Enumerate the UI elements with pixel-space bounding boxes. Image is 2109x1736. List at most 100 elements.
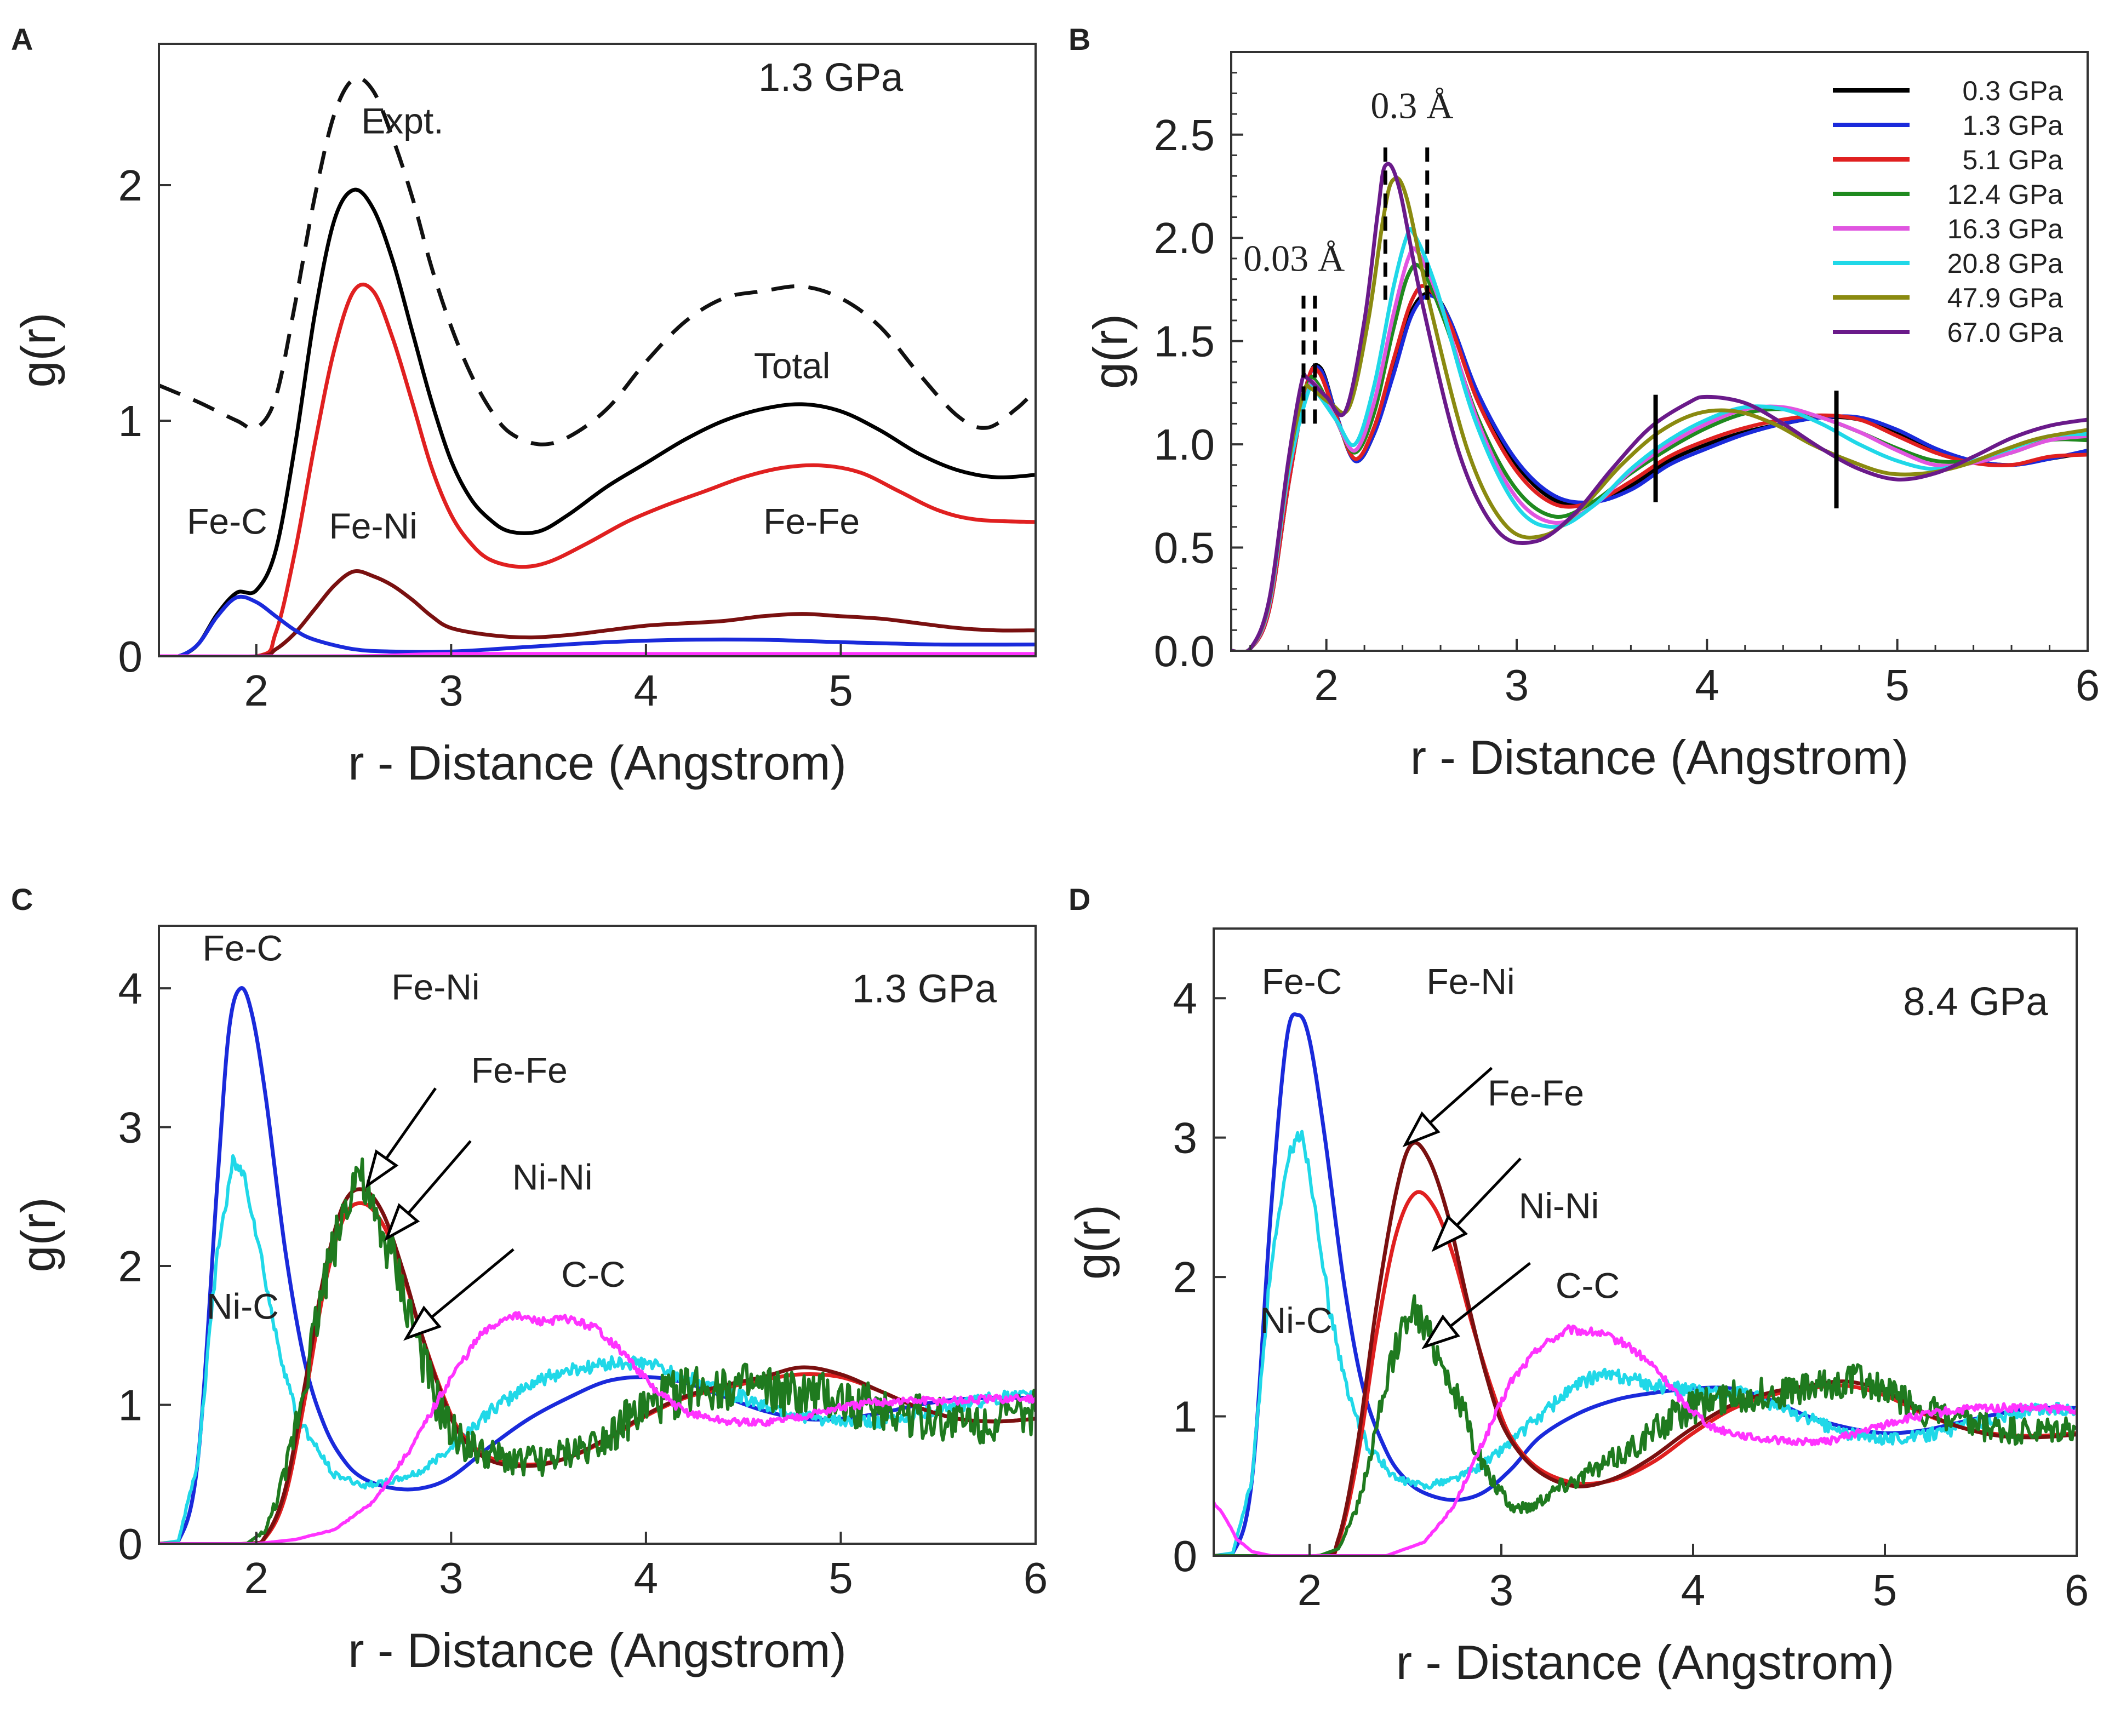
x-tick-label: 4: [634, 666, 659, 715]
pressure-annotation: 1.3 GPa: [852, 967, 997, 1011]
x-tick-label: 2: [244, 666, 269, 715]
y-tick-label: 1: [1173, 1393, 1198, 1441]
series-group: [159, 76, 1036, 656]
curve-label: Ni-C: [207, 1286, 279, 1326]
curve-label: Ni-Ni: [1519, 1185, 1599, 1226]
curve-label: Expt.: [361, 100, 443, 141]
x-tick-label: 6: [2065, 1566, 2089, 1614]
curve-label: Fe-Fe: [1488, 1073, 1584, 1113]
x-tick-label: 2: [1314, 661, 1339, 709]
x-axis-label: r - Distance (Angstrom): [1410, 730, 1909, 784]
arrow-head: [384, 1203, 420, 1241]
y-tick-label: 4: [118, 964, 143, 1013]
x-tick-label: 2: [244, 1554, 269, 1602]
x-tick-label: 3: [439, 666, 464, 715]
legend-entry: 0.3 GPa: [1963, 76, 2064, 106]
series-line-47-9-gpa: [1231, 176, 2088, 651]
series-line-expt-: [159, 76, 1036, 446]
arrow-head: [1431, 1214, 1468, 1252]
y-tick-label: 2.0: [1154, 214, 1215, 262]
legend-entry: 20.8 GPa: [1947, 248, 2063, 279]
series-line-fe-ni: [1214, 1141, 2077, 1556]
arrow-head: [1402, 1111, 1441, 1148]
y-tick-label: 0: [118, 1520, 143, 1568]
x-axis-label: r - Distance (Angstrom): [348, 1623, 847, 1677]
panel-label: A: [11, 22, 33, 56]
y-tick-label: 0.5: [1154, 524, 1215, 572]
curve-label: Fe-Fe: [471, 1050, 568, 1090]
x-axis-label: r - Distance (Angstrom): [348, 736, 847, 790]
arrow-head: [403, 1305, 442, 1341]
y-tick-label: 1.5: [1154, 317, 1215, 366]
series-line-fe-c: [1214, 1012, 2077, 1556]
panel-d: D 2 3 4 5 6 0 1 2 3 4 r - Distance (Angstrom) g(r) 8.…: [1066, 882, 2089, 1689]
x-tick-label: 5: [1873, 1566, 1897, 1614]
x-tick-label: 5: [828, 666, 853, 715]
panel-b: B 2 3 4 5 6 0.0 0.5 1.0 1.5 2.0 2.5 r - Distance (An…: [1068, 22, 2100, 784]
legend-entry: 5.1 GPa: [1963, 145, 2064, 175]
y-tick-label: 3: [118, 1103, 143, 1152]
panel-label: B: [1068, 22, 1090, 56]
x-tick-label: 4: [634, 1554, 659, 1602]
y-tick-label: 0: [118, 632, 143, 681]
series-group: [1214, 1012, 2077, 1556]
y-tick-label: 0: [1173, 1532, 1198, 1580]
x-axis-label: r - Distance (Angstrom): [1396, 1635, 1895, 1689]
curve-label: Total: [754, 346, 830, 386]
panel-label: C: [11, 882, 33, 916]
y-axis-label: g(r): [11, 1198, 65, 1273]
series-line-c-c: [159, 651, 1036, 656]
y-axis-label: g(r): [1083, 314, 1138, 389]
curve-label: C-C: [1556, 1265, 1620, 1305]
x-tick-label: 4: [1681, 1566, 1706, 1614]
curve-label: Fe-C: [187, 501, 267, 541]
curve-label: C-C: [561, 1254, 625, 1294]
y-tick-label: 0.0: [1154, 627, 1215, 675]
series-line-ni-c: [1214, 1130, 2077, 1556]
legend-entry: 67.0 GPa: [1947, 317, 2063, 348]
panel-a: A 2 3 4 5 0 1 2 r - Distance (Angstrom) g(r) 1.3 G…: [11, 22, 1037, 790]
x-tick-label: 3: [439, 1554, 464, 1602]
series-group: [1231, 162, 2088, 651]
series-line-fe-c: [159, 594, 1036, 656]
plot-frame: [158, 43, 1037, 657]
x-tick-label: 2: [1298, 1566, 1322, 1614]
plot-frame: [1213, 927, 2078, 1557]
curve-label: Fe-Fe: [763, 501, 860, 541]
series-line-fe-fe: [159, 282, 1036, 656]
pressure-annotation: 8.4 GPa: [1903, 980, 2048, 1024]
legend-entry: 16.3 GPa: [1947, 214, 2063, 244]
series-line-ni-ni: [1214, 1294, 2077, 1556]
y-tick-label: 2: [1173, 1253, 1198, 1302]
curve-label: Fe-Ni: [391, 966, 479, 1007]
y-tick-label: 1: [118, 397, 143, 445]
series-group: [159, 986, 1036, 1544]
series-line-ni-c: [159, 1154, 1036, 1544]
x-tick-label: 5: [1885, 661, 1910, 709]
y-axis-label: g(r): [1066, 1205, 1120, 1280]
legend-entry: 12.4 GPa: [1947, 179, 2063, 210]
series-line-67-0-gpa: [1231, 162, 2088, 651]
shift-annotation: 0.3 Å: [1370, 85, 1453, 127]
curve-label: Fe-C: [1262, 961, 1342, 1002]
series-line-c-c: [1214, 1324, 2077, 1556]
plot-frame: [1230, 51, 2089, 652]
curve-label: Ni-Ni: [512, 1157, 593, 1198]
legend-entry: 1.3 GPa: [1963, 110, 2064, 141]
arrow-head: [1421, 1314, 1460, 1349]
y-tick-label: 1: [118, 1381, 143, 1430]
curve-label: Ni-C: [1260, 1300, 1333, 1340]
y-axis-label: g(r): [11, 313, 65, 388]
x-tick-label: 3: [1505, 661, 1529, 709]
x-tick-label: 3: [1489, 1566, 1514, 1614]
y-tick-label: 4: [1173, 974, 1198, 1023]
series-line-total: [159, 187, 1036, 656]
y-tick-label: 2: [118, 161, 143, 210]
panel-c: C 2 3 4 5 6 0 1 2 3 4 r - Distance (Angstrom) g(r) 1.…: [11, 882, 1048, 1677]
y-tick-label: 1.0: [1154, 420, 1215, 469]
series-line-c-c: [159, 1311, 1036, 1544]
legend: 0.3 GPa 1.3 GPa 5.1 GPa 12.4 GPa 16.3 GPa 20.…: [1833, 76, 2063, 348]
curve-label: Fe-C: [203, 927, 283, 968]
panel-label: D: [1068, 882, 1090, 916]
